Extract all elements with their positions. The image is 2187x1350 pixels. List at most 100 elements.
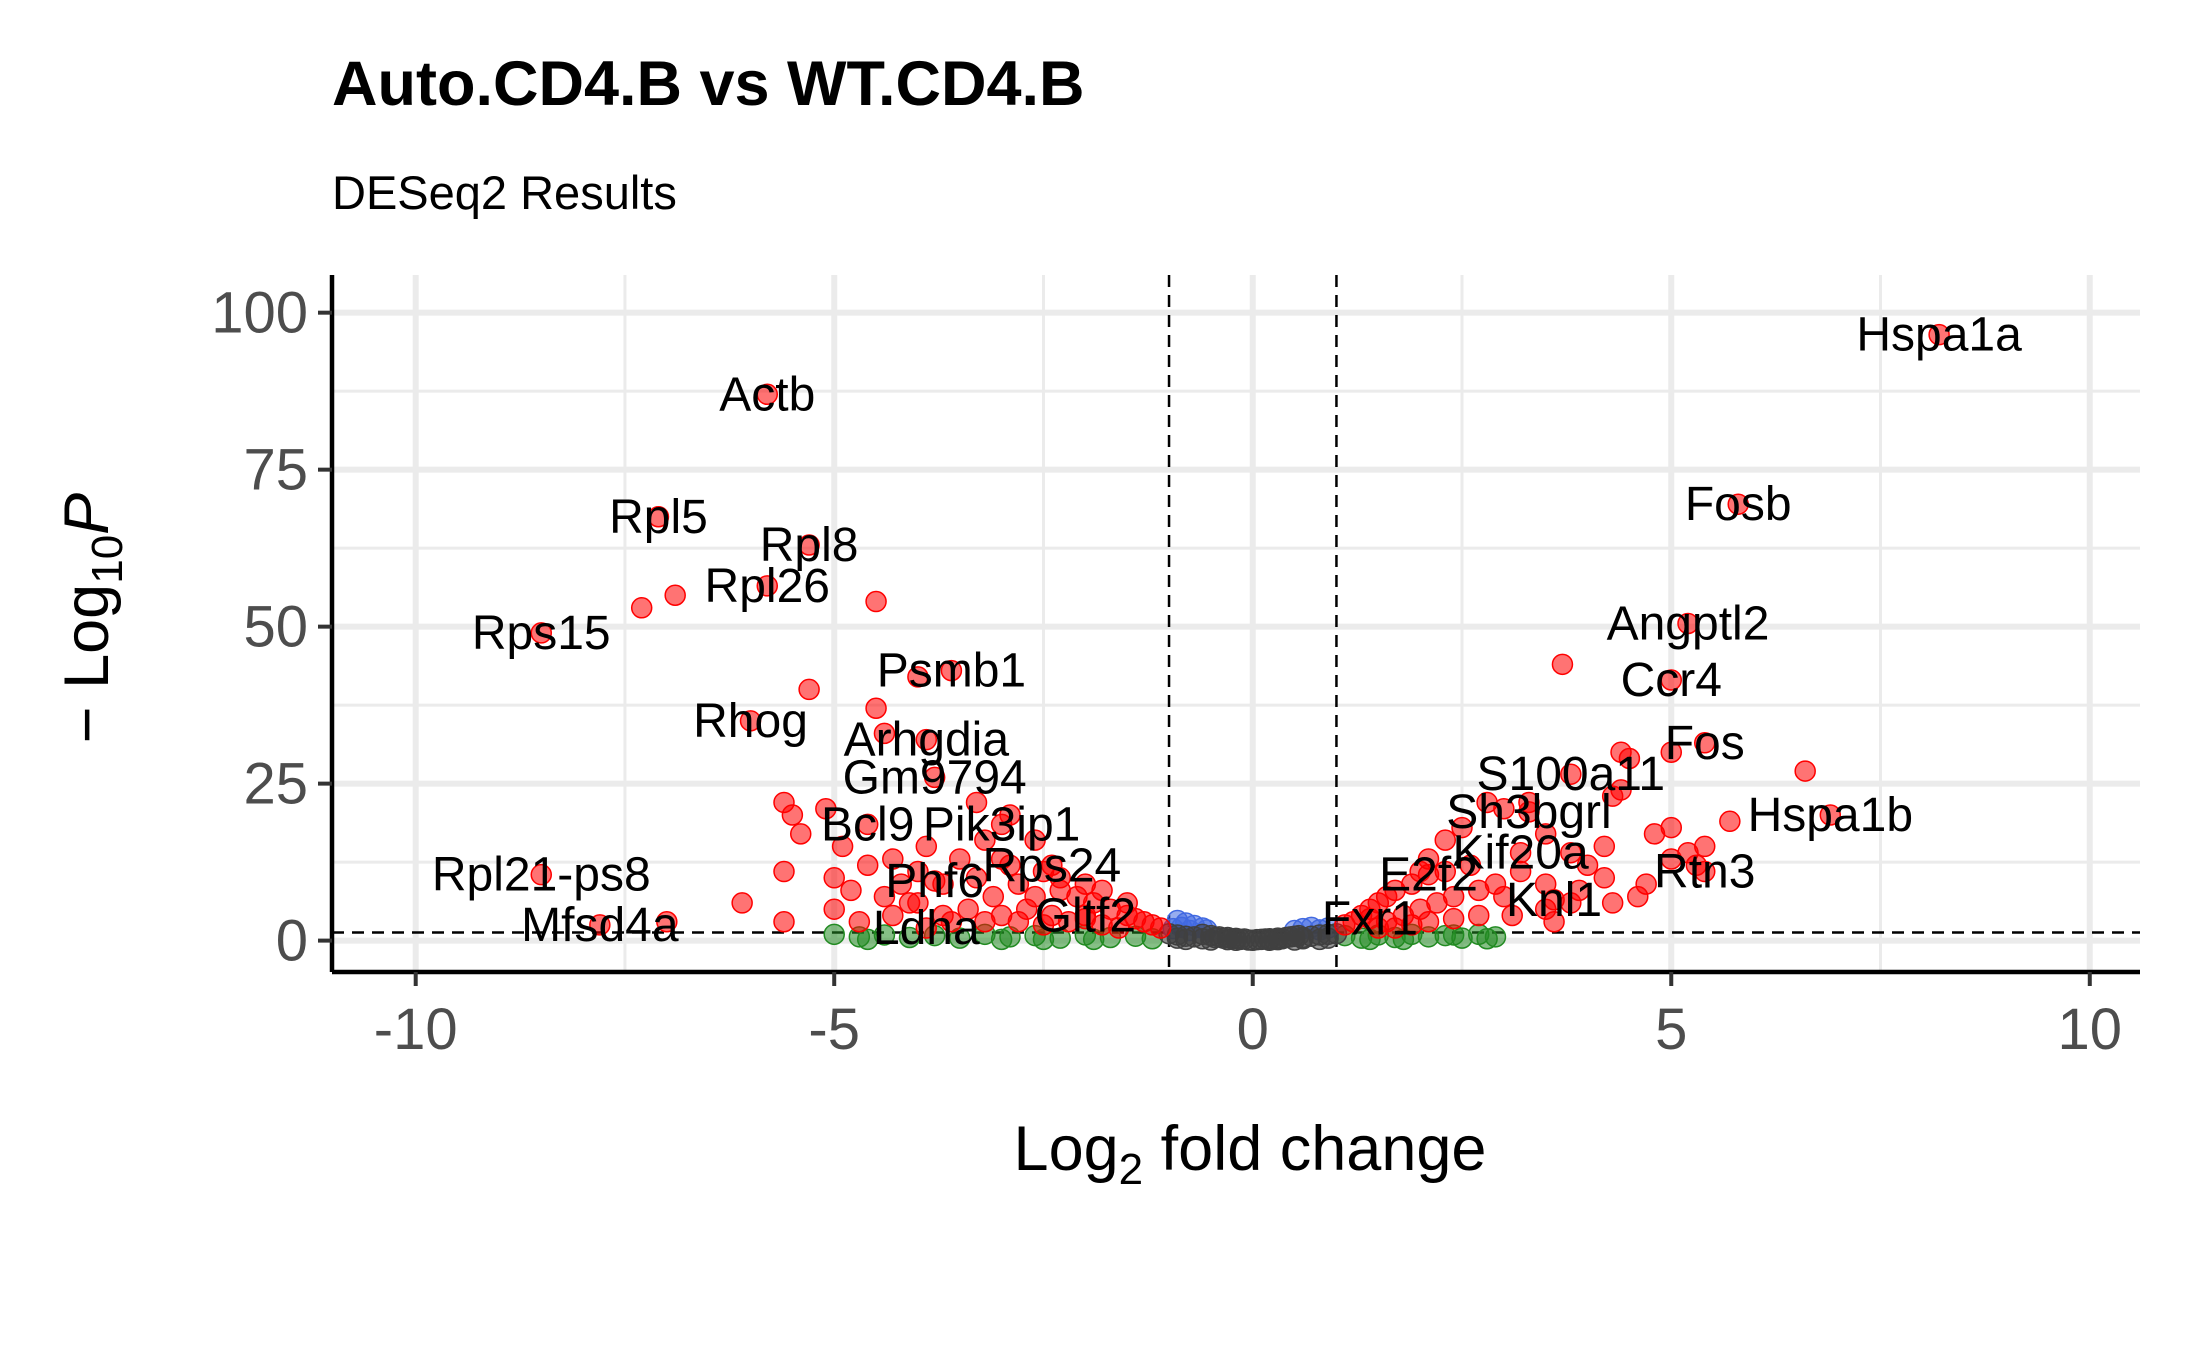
gene-label: Knl1 (1506, 874, 1602, 927)
gene-label: Rps15 (472, 607, 611, 660)
p_and_log2fc-point (1719, 810, 1741, 833)
y-axis-label-italic: P (52, 493, 122, 535)
p_and_log2fc-point (831, 835, 854, 858)
gene-label: Fxr1 (1322, 893, 1418, 946)
labeled-point (1693, 860, 1716, 883)
p_and_log2fc-point (1467, 879, 1490, 902)
y-tick-label: 50 (243, 595, 308, 660)
p_and_log2fc-point (630, 597, 653, 619)
p_and_log2fc-point (1660, 741, 1683, 763)
gene-label: Rpl5 (609, 491, 708, 544)
gene-label: Fosb (1685, 478, 1792, 531)
p_and_log2fc-point (999, 854, 1021, 877)
p_and_log2fc-point (1601, 892, 1624, 914)
p_and_log2fc-point (982, 885, 1005, 908)
gene-label: E2f2 (1379, 849, 1478, 902)
ns-point (1191, 927, 1214, 950)
p_and_log2fc-point (907, 666, 929, 688)
p_and_log2fc-point (1024, 885, 1046, 908)
gene-label: Phf6 (885, 855, 984, 908)
log2fc-point (990, 928, 1013, 951)
labeled-point (589, 914, 611, 936)
gene-label: Rtn3 (1654, 846, 1755, 899)
p_and_log2fc-point (1660, 848, 1683, 870)
labeled-point (1727, 493, 1749, 515)
labeled-point (530, 863, 553, 886)
gene-label: Pik3ip1 (923, 798, 1080, 851)
p_and_log2fc-point (1442, 907, 1465, 930)
p_and_log2fc-point (1149, 917, 1172, 939)
labeled-point (530, 622, 553, 644)
gene-label: Ldha (873, 902, 980, 955)
p_and_log2fc-point (957, 898, 979, 920)
p_and_log2fc-point (1635, 873, 1657, 895)
labeled-point (647, 506, 670, 528)
gene-label: Actb (719, 368, 815, 421)
labeled-point (756, 575, 779, 597)
gene-label: Rpl8 (760, 519, 859, 572)
p_and_log2fc-point (882, 848, 904, 870)
p_and_log2fc-point (656, 911, 678, 933)
gene-label: Mfsd4a (521, 899, 679, 952)
log2fc-point (823, 923, 845, 946)
ns-point (1292, 927, 1314, 950)
labeled-point (923, 766, 946, 789)
labeled-point (756, 383, 779, 406)
p_and_log2fc-point (1024, 829, 1046, 851)
gene-label: Sh3bgrl (1446, 786, 1611, 839)
p_and_log2fc-point (873, 722, 896, 745)
p_and_log2fc-point (1032, 914, 1055, 936)
p_and_log2fc-point (1794, 760, 1816, 782)
p_and_log2fc-point (865, 590, 887, 613)
gridlines (332, 275, 2140, 972)
p_and_log2fc-point (664, 584, 686, 606)
x-axis-label-sub: 2 (1119, 1145, 1143, 1194)
ns-point (1216, 928, 1239, 951)
p_and_log2fc-point (1660, 816, 1683, 839)
gene-label: Kif20a (1453, 827, 1589, 880)
data-points (530, 323, 1950, 952)
labeled-point (1518, 801, 1540, 823)
y-tick-label: 25 (243, 752, 308, 817)
gene-label: Arhgdia (844, 714, 1010, 767)
labeled-point (915, 917, 938, 939)
p_and_log2fc-point (1693, 835, 1716, 858)
p_and_log2fc-point (773, 911, 795, 933)
p_and_log2fc-point (1334, 914, 1356, 936)
p_and_log2fc-point (1493, 885, 1515, 908)
p_and_log2fc-point (1501, 904, 1523, 927)
labeled-point (1074, 904, 1097, 927)
labeled-point (1660, 669, 1683, 691)
gene-label: Angptl2 (1607, 598, 1770, 651)
log2fc-point (1476, 927, 1498, 950)
p_and_log2fc-point (1601, 785, 1624, 807)
labeled-point (798, 534, 820, 556)
y-tick-label: 0 (276, 909, 308, 974)
gene-label: Hspa1a (1856, 309, 2022, 362)
p_and_log2fc-point (1593, 867, 1616, 889)
x-axis-label: Log2 fold change (1014, 1114, 1487, 1194)
gene-label: Gm9794 (843, 751, 1027, 804)
labeled-point (1819, 804, 1842, 826)
p_and_log2fc-point (907, 860, 929, 883)
p_and_log2fc-point (1108, 917, 1130, 939)
p_and_log2fc-point (840, 879, 862, 902)
p_and_log2fc-point (1007, 873, 1030, 895)
gene-label: Hspa1b (1748, 789, 1913, 842)
gene-label: Bcl9 (821, 798, 914, 851)
log2fc-point (898, 926, 921, 949)
y-axis-label: − Log10P (52, 493, 132, 743)
gene-label: Rps24 (982, 839, 1121, 892)
p_and_log2fc-point (932, 904, 954, 927)
p_and_log2fc-point (815, 797, 837, 820)
p_and_log2fc-point (1124, 907, 1147, 930)
p_and_log2fc-point (731, 892, 753, 914)
y-axis-label-prefix: − Log (52, 584, 122, 743)
gene-label: Gltf2 (1035, 889, 1136, 942)
labeled-point (1560, 763, 1582, 785)
p_and_log2fc-point (873, 885, 896, 908)
x-axis-label-rest: fold change (1143, 1114, 1486, 1184)
gene-label: S100a11 (1477, 748, 1666, 801)
